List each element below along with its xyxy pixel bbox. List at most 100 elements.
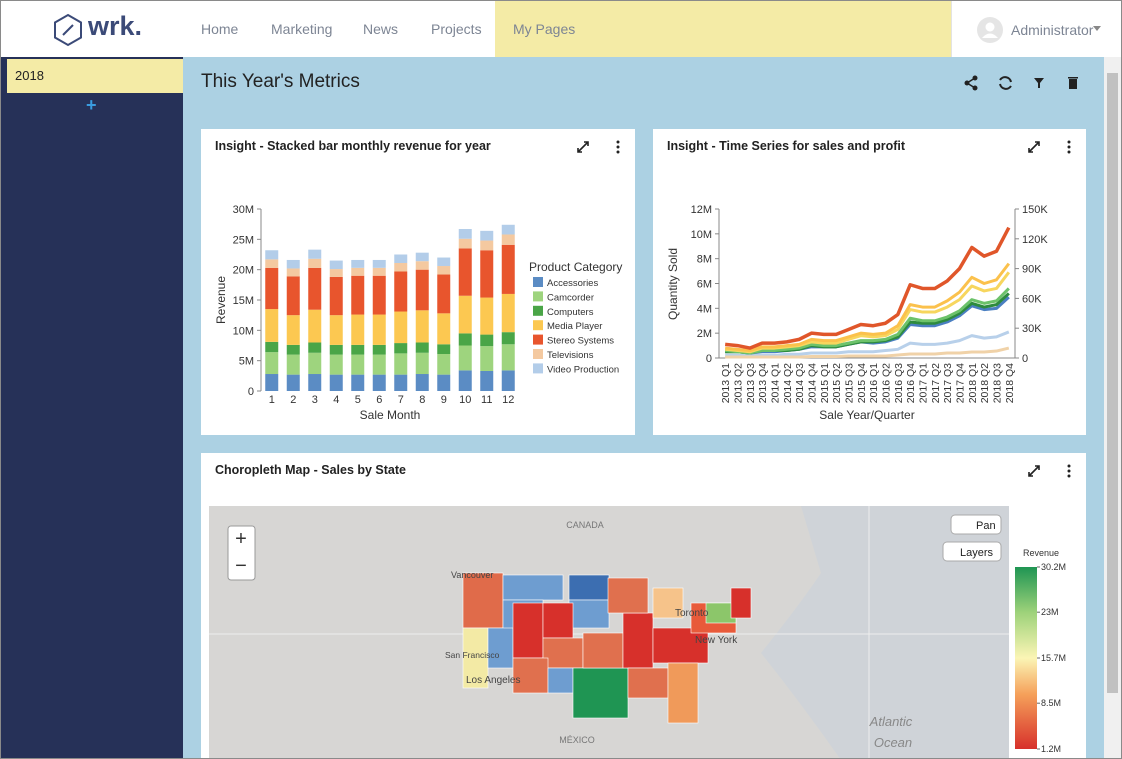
bar-segment <box>286 374 300 391</box>
nav-item[interactable]: Marketing <box>271 21 333 37</box>
bar-segment <box>501 234 515 245</box>
zoom-in[interactable]: + <box>235 528 247 550</box>
nav-item[interactable]: Projects <box>431 21 482 37</box>
layers-button[interactable] <box>942 541 1002 562</box>
legend-swatch[interactable] <box>533 363 543 374</box>
expand-icon[interactable] <box>577 141 589 153</box>
legend-swatch[interactable] <box>533 277 543 287</box>
menu-dot[interactable] <box>1067 464 1071 468</box>
scrollbar[interactable] <box>1104 57 1121 758</box>
state <box>542 637 584 669</box>
y-tick-label: 90K <box>1022 264 1042 276</box>
user-name[interactable]: Administrator <box>1011 22 1094 38</box>
y-axis-label: Quantity Sold <box>666 248 680 320</box>
bar-segment <box>372 354 386 375</box>
panel-tools <box>577 140 620 154</box>
sidebar-item[interactable]: 2018 <box>7 59 183 93</box>
pan-label[interactable]: Pan <box>976 520 996 532</box>
delete-icon[interactable] <box>1068 77 1078 89</box>
bar-segment <box>480 370 494 391</box>
legend-label[interactable]: Accessories <box>547 278 598 289</box>
menu-dot[interactable] <box>1067 474 1071 478</box>
legend-tick-label: 8.5M <box>1041 698 1061 708</box>
y-tick-label: 4M <box>697 303 712 315</box>
layers-label[interactable]: Layers <box>960 547 994 559</box>
menu-dot[interactable] <box>616 140 620 144</box>
x-tick-label: 2015 Q4 <box>856 363 868 403</box>
logo[interactable]: wrk. <box>88 11 143 41</box>
menu-dot[interactable] <box>616 150 620 154</box>
x-tick-label: 5 <box>355 394 361 406</box>
share-icon[interactable] <box>964 75 978 91</box>
legend-tick-label: 30.2M <box>1041 562 1066 572</box>
bar-segment <box>265 250 279 260</box>
state <box>572 667 629 719</box>
map-label: San Francisco <box>445 650 500 660</box>
add-button[interactable]: + <box>86 95 97 115</box>
bar-segment <box>458 333 472 346</box>
bar-segment <box>415 352 429 375</box>
x-tick-label: 2013 Q4 <box>757 363 769 403</box>
bar-segment <box>308 249 322 259</box>
x-tick-label: 2018 Q4 <box>1004 363 1016 403</box>
avatar[interactable] <box>976 16 1004 44</box>
bar-segment <box>394 343 408 354</box>
x-tick-label: 2013 Q3 <box>745 363 757 403</box>
legend-label[interactable]: Stereo Systems <box>547 336 614 347</box>
menu-dot[interactable] <box>1067 145 1071 149</box>
y-tick-label: 15M <box>233 295 254 307</box>
legend-swatch[interactable] <box>533 291 543 302</box>
toolbar <box>964 75 1078 91</box>
legend-label[interactable]: Televisions <box>547 350 594 361</box>
y-tick-label: 10M <box>691 229 712 241</box>
legend-label[interactable]: Camcorder <box>547 292 594 303</box>
nav-item[interactable]: My Pages <box>513 21 576 37</box>
panel-title: Insight - Stacked bar monthly revenue fo… <box>215 139 491 153</box>
expand-icon[interactable] <box>1028 465 1040 477</box>
bar-segment <box>286 354 300 375</box>
map-label: New York <box>695 635 738 646</box>
panel-title: Insight - Time Series for sales and prof… <box>667 139 906 153</box>
menu-dot[interactable] <box>616 145 620 149</box>
filter-icon[interactable] <box>1034 78 1044 88</box>
bar-segment <box>480 297 494 335</box>
nav-item[interactable]: News <box>363 21 399 37</box>
y-tick-label: 6M <box>697 279 712 291</box>
bar-segment <box>437 257 451 267</box>
legend-swatch[interactable] <box>533 320 543 331</box>
bar-segment <box>372 275 386 315</box>
bar-segment <box>415 374 429 391</box>
nav-item[interactable]: Home <box>201 21 239 37</box>
scroll-thumb[interactable] <box>1107 73 1118 693</box>
legend-tick-label: 23M <box>1041 607 1059 617</box>
x-tick-label: 10 <box>459 394 471 406</box>
bar-segment <box>394 353 408 375</box>
bar-segment <box>265 341 279 353</box>
expand-icon[interactable] <box>1028 141 1040 153</box>
map-label: Los Angeles <box>466 675 521 686</box>
menu-dot[interactable] <box>1067 469 1071 473</box>
bar-segment <box>394 311 408 344</box>
legend-swatch[interactable] <box>533 349 543 359</box>
legend-label[interactable]: Computers <box>547 307 594 318</box>
map-label: CANADA <box>566 520 604 530</box>
zoom-out[interactable]: − <box>235 555 247 577</box>
x-tick-label: 2014 Q2 <box>782 363 794 403</box>
x-tick-label: 2013 Q1 <box>720 363 732 403</box>
legend-label[interactable]: Video Production <box>547 364 619 375</box>
state <box>502 574 564 601</box>
y-tick-label: 5M <box>239 356 254 368</box>
menu-dot[interactable] <box>1067 150 1071 154</box>
legend-swatch[interactable] <box>533 305 543 316</box>
menu-dot[interactable] <box>1067 140 1071 144</box>
x-tick-label: 9 <box>441 394 447 406</box>
legend-swatch[interactable] <box>533 334 543 345</box>
x-tick-label: 2014 Q3 <box>794 363 806 403</box>
bar-segment <box>329 374 343 391</box>
refresh-icon[interactable] <box>999 76 1012 90</box>
bar-segment <box>480 240 494 251</box>
pan-button[interactable] <box>950 514 1002 535</box>
legend-label[interactable]: Media Player <box>547 321 602 332</box>
x-axis-label: Sale Year/Quarter <box>819 408 914 422</box>
chart: 0 2M 4M 6M 8M 10M 12M 0 30K 60K 90K 120K 150K 2013 Q1… <box>666 204 1048 422</box>
